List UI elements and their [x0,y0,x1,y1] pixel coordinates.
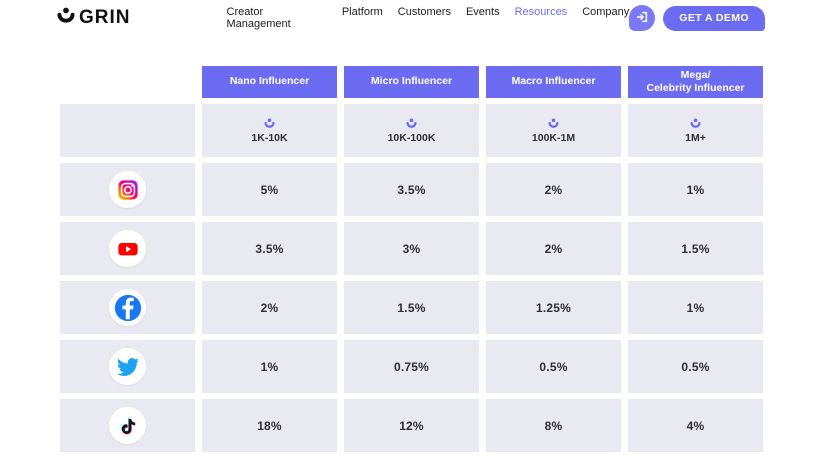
rate-value: 12% [399,418,424,433]
range-cell: 1K-10K [202,104,337,157]
instagram-icon [109,171,146,208]
table-row-platform-instagram [60,163,195,216]
rate-value: 3.5% [255,241,284,256]
rate-value: 1% [686,300,705,315]
grin-logo-text: GRIN [79,7,131,28]
rate-cell: 2% [202,281,337,334]
nav-item-platform[interactable]: Platform [341,6,383,18]
login-button[interactable] [629,5,656,31]
range-cell: 10K-100K [344,104,479,157]
range-cell: 1M+ [628,104,763,157]
rate-cell: 1.5% [628,222,763,275]
range-row-spacer [60,104,195,157]
nav-item-customers[interactable]: Customers [397,6,451,18]
rate-value: 8% [544,418,563,433]
rate-cell: 2% [486,163,621,216]
rate-value: 3.5% [397,182,426,197]
follower-icon [264,117,275,129]
rate-cell: 3% [344,222,479,275]
rate-value: 2% [260,300,279,315]
rate-cell: 8% [486,399,621,452]
rate-value: 1.25% [535,300,572,315]
rate-cell: 18% [202,399,337,452]
rate-value: 1% [686,182,705,197]
nav-item-events[interactable]: Events [465,6,500,18]
rate-value: 5% [260,182,279,197]
table-row-platform-tiktok [60,399,195,452]
rate-cell: 1% [202,340,337,393]
follower-range: 1M+ [685,131,706,144]
range-cell: 100K-1M [486,104,621,157]
rate-cell: 1.25% [486,281,621,334]
rate-value: 0.5% [681,359,710,374]
table-row-platform-youtube [60,222,195,275]
rate-value: 2% [544,182,563,197]
rate-value: 3% [402,241,421,256]
rate-cell: 12% [344,399,479,452]
follower-icon [690,117,701,129]
table-row-platform-facebook [60,281,195,334]
nav-item-company[interactable]: Company [582,6,630,18]
rate-cell: 5% [202,163,337,216]
column-header-micro: Micro Influencer [344,66,479,98]
grin-logo[interactable]: GRIN [57,7,131,30]
nav-actions: GET A DEMO [629,5,765,31]
rate-cell: 0.75% [344,340,479,393]
engagement-rate-table: Nano Influencer Micro Influencer Macro I… [60,66,763,452]
rate-value: 2% [544,241,563,256]
column-header-nano: Nano Influencer [202,66,337,98]
twitter-icon [109,348,146,385]
follower-range: 100K-1M [531,131,576,144]
follower-range: 1K-10K [251,131,288,144]
facebook-icon [109,289,146,326]
column-header-mega: Mega/ Celebrity Influencer [628,66,763,98]
rate-cell: 1% [628,163,763,216]
rate-value: 0.75% [393,359,430,374]
top-navigation: GRIN Creator Management Platform Custome… [0,0,840,36]
rate-cell: 3.5% [344,163,479,216]
follower-icon [548,117,559,129]
nav-item-creator-management[interactable]: Creator Management [226,6,291,30]
login-icon [635,10,649,27]
rate-value: 4% [686,418,705,433]
rate-cell: 1% [628,281,763,334]
table-row-platform-twitter [60,340,195,393]
column-header-macro: Macro Influencer [486,66,621,98]
rate-cell: 3.5% [202,222,337,275]
rate-cell: 1.5% [344,281,479,334]
youtube-icon [109,230,146,267]
rate-cell: 0.5% [486,340,621,393]
rate-cell: 4% [628,399,763,452]
grin-logo-icon [57,7,75,30]
follower-icon [406,117,417,129]
table-corner-spacer [60,66,195,98]
nav-links: Creator Management Platform Customers Ev… [227,6,630,30]
rate-value: 18% [257,418,282,433]
rate-value: 1.5% [681,241,710,256]
rate-cell: 2% [486,222,621,275]
tiktok-icon [109,407,146,444]
rate-value: 0.5% [539,359,568,374]
rate-cell: 0.5% [628,340,763,393]
nav-item-resources[interactable]: Resources [514,6,568,18]
get-a-demo-button[interactable]: GET A DEMO [663,5,765,31]
rate-value: 1% [260,359,279,374]
rate-value: 1.5% [397,300,426,315]
follower-range: 10K-100K [387,131,436,144]
